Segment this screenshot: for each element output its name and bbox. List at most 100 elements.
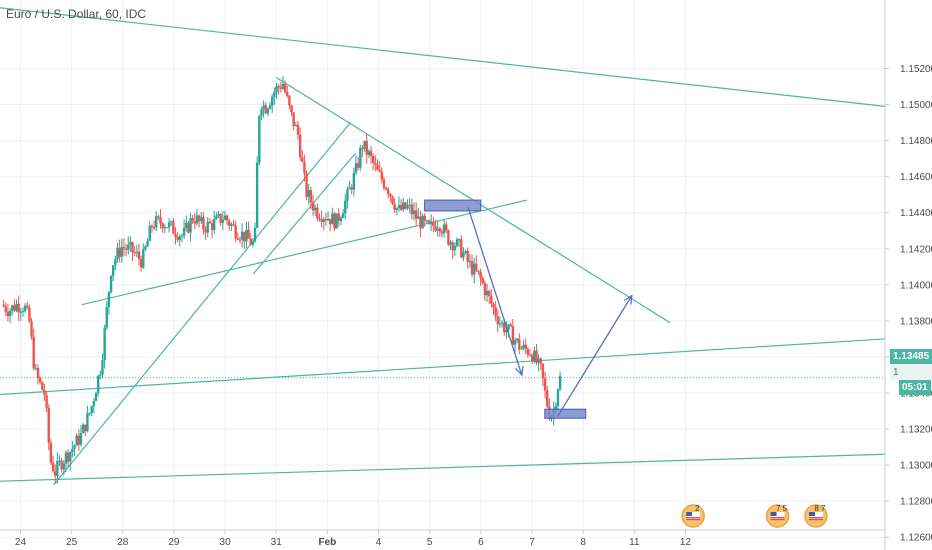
candle-body xyxy=(150,225,154,228)
candle-body xyxy=(234,225,237,239)
trendline xyxy=(0,453,886,482)
candle-body xyxy=(255,162,259,228)
candle-body xyxy=(279,87,282,89)
candle-body xyxy=(457,239,461,241)
candle-body xyxy=(223,215,227,220)
candle-body xyxy=(116,247,119,260)
candle-body xyxy=(161,223,164,229)
supply-demand-zone xyxy=(424,199,482,212)
candle-body xyxy=(316,207,319,219)
candle-body xyxy=(436,228,439,231)
candle-body xyxy=(494,307,497,317)
time-tick-label: 30 xyxy=(220,537,232,548)
time-tick-label: Feb xyxy=(319,537,337,548)
countdown-value: 05:01 xyxy=(899,380,931,395)
candle-body xyxy=(294,124,298,127)
candle-body xyxy=(303,161,306,174)
arrow-shaft xyxy=(557,295,633,417)
candle-body xyxy=(185,222,188,228)
candle-body xyxy=(21,311,25,313)
candle-body xyxy=(490,296,493,304)
flag-field xyxy=(686,512,701,520)
candle-body xyxy=(281,83,285,89)
candle-body xyxy=(498,323,502,325)
candle-body xyxy=(142,249,145,268)
candle-body xyxy=(350,187,353,190)
candle-body xyxy=(71,448,74,453)
candle-body xyxy=(391,196,394,204)
candle-body xyxy=(477,270,480,272)
candle-body xyxy=(23,305,27,312)
candle-body xyxy=(307,190,310,197)
price-tick-label: 1.13800 xyxy=(900,316,932,327)
candle-body xyxy=(210,223,214,230)
candle-body xyxy=(273,92,276,97)
flag-stripe xyxy=(808,519,823,521)
candle-body xyxy=(178,236,182,240)
candle-body xyxy=(47,408,50,443)
candle-body xyxy=(423,215,426,221)
time-tick-label: 4 xyxy=(376,537,382,548)
candle-body xyxy=(41,382,44,390)
candle-body xyxy=(81,424,85,434)
candle-body xyxy=(4,306,7,312)
candle-body xyxy=(189,218,192,233)
candle-body xyxy=(6,311,10,317)
candle-body xyxy=(339,217,343,222)
candle-body xyxy=(90,406,93,414)
candlesticks xyxy=(2,76,562,484)
candle-body xyxy=(329,218,332,225)
candle-body xyxy=(195,215,199,224)
last-price-tag: 1.13485 xyxy=(890,349,932,364)
candle-body xyxy=(410,204,414,215)
price-axis: 1.15200 1.15000 1.14800 1.14600 1.14400 1.142… xyxy=(884,0,932,550)
flag-stripe xyxy=(770,519,785,521)
candle-body xyxy=(43,389,46,396)
chart-title: Euro / U.S. Dollar, 60, IDC xyxy=(6,7,147,21)
candle-body xyxy=(427,220,431,224)
candle-body xyxy=(251,241,255,245)
candle-body xyxy=(479,271,482,279)
candle-body xyxy=(333,213,336,229)
flag-stripe xyxy=(686,517,701,519)
candle-body xyxy=(60,460,63,470)
candle-body xyxy=(191,218,194,222)
candle-body xyxy=(144,246,147,250)
candle-body xyxy=(154,216,158,228)
candle-body xyxy=(146,240,149,247)
candle-body xyxy=(2,304,5,307)
candle-body xyxy=(172,221,175,234)
candle-body xyxy=(305,173,308,197)
candle-body xyxy=(238,239,242,241)
countdown-prefix: 1 xyxy=(893,367,899,378)
candle-body xyxy=(79,433,83,445)
time-tick-label: 31 xyxy=(271,537,283,548)
candle-body xyxy=(157,216,160,218)
candle-body xyxy=(402,202,405,210)
candle-body xyxy=(187,222,190,233)
candle-body xyxy=(470,261,474,275)
candle-body xyxy=(101,360,104,375)
candle-body xyxy=(539,358,542,364)
price-tick-label: 1.13000 xyxy=(900,461,932,472)
time-tick-label: 24 xyxy=(15,537,27,548)
candle-body xyxy=(176,236,179,240)
candle-body xyxy=(346,189,349,201)
time-tick-label: 12 xyxy=(680,537,692,548)
candle-body xyxy=(378,170,381,172)
candle-body xyxy=(247,229,250,239)
candle-body xyxy=(404,202,407,209)
candle-body xyxy=(129,242,132,245)
arrow-head xyxy=(623,294,633,305)
time-tick-label: 11 xyxy=(629,537,640,548)
candle-body xyxy=(103,327,106,361)
supply-demand-zone xyxy=(544,408,587,419)
candle-body xyxy=(197,215,201,222)
candle-body xyxy=(92,400,96,407)
candle-body xyxy=(193,221,197,224)
time-tick-label: 5 xyxy=(427,537,433,548)
candle-body xyxy=(453,246,457,251)
candle-body xyxy=(513,340,517,345)
candle-body xyxy=(382,179,386,188)
